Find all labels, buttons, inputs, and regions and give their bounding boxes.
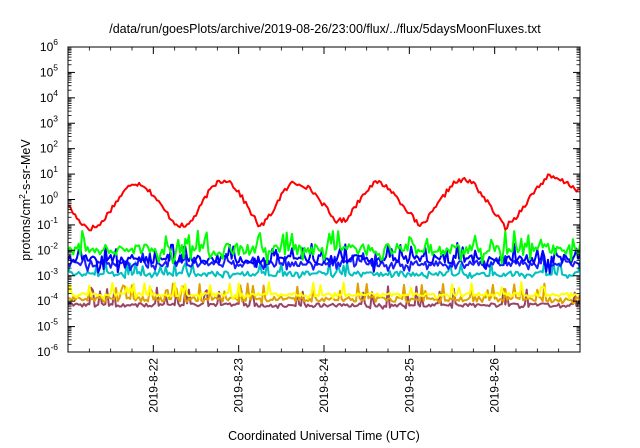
x-axis: 2019-8-22 2019-8-23 2019-8-24 2019-8-25 2019… — [88, 47, 560, 413]
y-tick-label: 10-3 — [37, 266, 58, 283]
x-tick-label: 2019-8-23 — [232, 358, 246, 413]
y-tick-label: 10-6 — [37, 342, 58, 359]
y-axis: 10-6 10-5 10-4 10-3 10-2 10-1 100 101 102 103 104 1… — [37, 37, 580, 359]
y-axis-label: protons/cm2-s-sr-MeV — [17, 139, 33, 261]
y-tick-label: 10-4 — [37, 291, 58, 308]
series-line-2 — [68, 229, 580, 265]
series-line-3 — [68, 242, 580, 275]
series-line-7 — [68, 282, 580, 305]
y-tick-label: 104 — [40, 88, 58, 105]
series-layer — [68, 173, 580, 310]
y-tick-label: 100 — [40, 190, 58, 207]
series-line-6 — [68, 281, 580, 300]
x-tick-label: 2019-8-25 — [402, 358, 416, 413]
series-line-1 — [68, 173, 580, 232]
x-tick-label: 2019-8-26 — [488, 358, 502, 413]
x-tick-label: 2019-8-22 — [146, 358, 160, 413]
y-tick-label: 10-2 — [37, 240, 58, 257]
y-tick-label: 10-1 — [37, 215, 58, 232]
chart-title: /data/run/goesPlots/archive/2019-08-26/2… — [109, 22, 541, 36]
y-tick-label: 102 — [40, 139, 58, 156]
y-tick-label: 105 — [40, 62, 58, 79]
y-tick-label: 10-5 — [37, 317, 58, 334]
x-tick-label: 2019-8-24 — [317, 358, 331, 413]
y-tick-label: 101 — [40, 164, 58, 181]
y-tick-label: 103 — [40, 113, 58, 130]
y-tick-label: 106 — [40, 37, 58, 54]
x-axis-label: Coordinated Universal Time (UTC) — [228, 429, 420, 443]
series-line-5 — [68, 259, 580, 280]
series-line-8 — [68, 285, 580, 310]
